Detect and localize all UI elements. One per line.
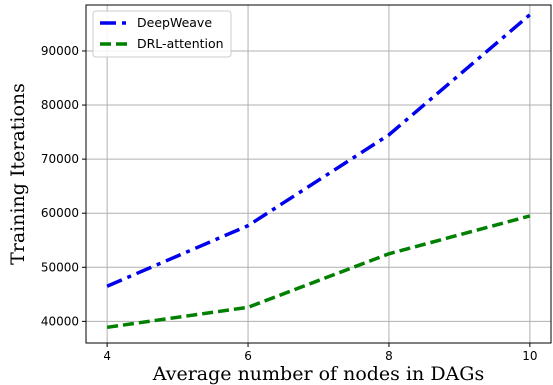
grid-lines — [86, 5, 551, 343]
x-tick-label: 10 — [522, 349, 537, 363]
legend-label: DeepWeave — [137, 15, 212, 30]
series-lines — [106, 13, 531, 330]
y-tick-label: 40000 — [41, 314, 79, 328]
y-tick-label: 70000 — [41, 152, 79, 166]
x-tick-label: 8 — [385, 349, 393, 363]
legend-box — [92, 10, 232, 58]
x-tick-label: 4 — [103, 349, 111, 363]
plot-frame — [85, 4, 552, 344]
y-tick-label: 60000 — [41, 206, 79, 220]
x-tick-label: 6 — [244, 349, 252, 363]
y-axis-label: Training Iterations — [7, 83, 29, 265]
series-line-1 — [106, 13, 531, 288]
axis-ticks: 4 6 8 10 40000 50000 60000 70000 80000 90000 — [41, 44, 538, 363]
y-tick-label: 90000 — [41, 44, 79, 58]
legend-label: DRL-attention — [137, 36, 224, 51]
y-tick-label: 50000 — [41, 260, 79, 274]
y-tick-label: 80000 — [41, 98, 79, 112]
series-line-2 — [106, 214, 531, 330]
legend: DeepWeave DRL-attention — [92, 10, 232, 58]
x-axis-label: Average number of nodes in DAGs — [152, 363, 484, 385]
